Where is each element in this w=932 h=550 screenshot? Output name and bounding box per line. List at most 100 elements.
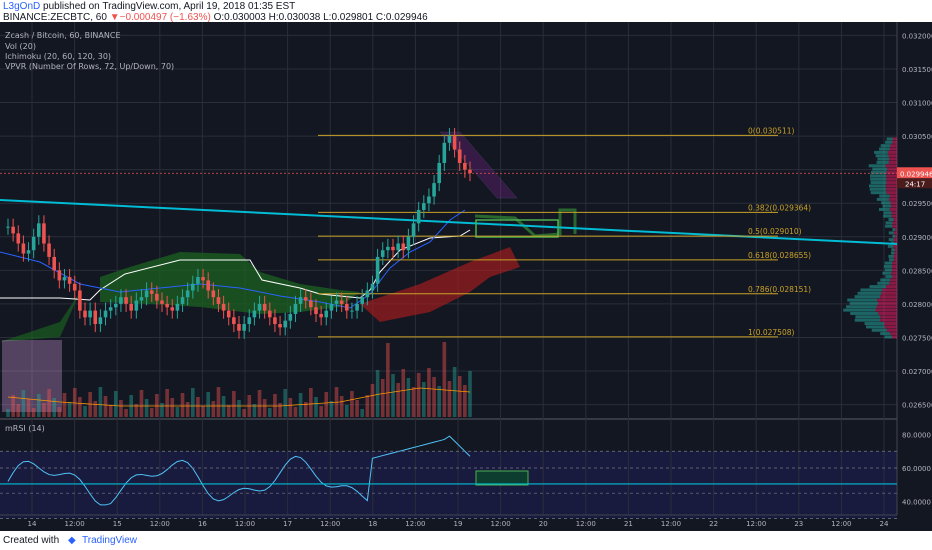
price-tick-label: 0.027500 — [902, 334, 932, 342]
volume-bar — [437, 386, 441, 417]
volume-bar — [16, 404, 20, 417]
volume-bar — [417, 373, 421, 417]
vpvr-bar-up — [877, 198, 889, 201]
rsi-tick-label: 40.0000 — [902, 499, 931, 507]
vpvr-bar-down — [891, 201, 897, 204]
volume-bar — [47, 389, 51, 417]
footer: Created with ◆ TradingView — [0, 531, 932, 550]
tradingview-logo-icon[interactable]: ◆ — [68, 535, 76, 546]
candle-body — [201, 277, 205, 280]
candle-body — [350, 311, 354, 312]
vpvr-bar-down — [885, 325, 897, 328]
candle-body — [453, 136, 457, 149]
volume-bar — [68, 402, 72, 417]
vpvr-bar-up — [850, 302, 878, 305]
vpvr-bar-down — [893, 137, 897, 140]
vpvr-bar-down — [888, 154, 897, 157]
volume-bar — [350, 391, 354, 417]
candle-body — [458, 150, 462, 163]
time-tick-label: 24 — [880, 520, 889, 528]
vpvr-bar-up — [874, 151, 888, 154]
candle-body — [191, 284, 195, 291]
volume-bar — [93, 401, 97, 417]
vpvr-bar-down — [892, 268, 897, 271]
volume-bar — [27, 399, 31, 417]
volume-bar — [289, 398, 293, 417]
publish-info: published on TradingView.com, April 19, … — [40, 1, 295, 12]
legend-ichimoku[interactable]: Ichimoku (20, 60, 120, 30) — [5, 52, 111, 61]
vpvr-bar-up — [885, 262, 892, 265]
vpvr-bar-down — [889, 282, 897, 285]
candle-body — [314, 307, 318, 314]
volume-bar — [432, 377, 436, 417]
volume-bar — [443, 342, 447, 417]
candle-body — [155, 294, 159, 301]
candle-body — [124, 297, 128, 304]
candle-body — [140, 297, 144, 300]
legend-vol[interactable]: Vol (20) — [5, 42, 36, 51]
price-tick-label: 0.030500 — [902, 133, 932, 141]
price-tick-label: 0.029000 — [902, 234, 932, 242]
legend-mrsi[interactable]: mRSI (14) — [5, 424, 45, 433]
candle-body — [181, 297, 185, 304]
candle-body — [376, 257, 380, 284]
candle-body — [27, 250, 31, 253]
legend-vpvr[interactable]: VPVR (Number Of Rows, 72, Up/Down, 70) — [5, 62, 174, 71]
vpvr-bar-up — [884, 265, 892, 268]
author-link[interactable]: L3gOnD — [3, 1, 40, 12]
volume-bar — [11, 395, 15, 417]
vpvr-bar-up — [881, 144, 891, 147]
vpvr-bar-up — [855, 319, 880, 322]
candle-body — [217, 297, 221, 304]
candle-body — [309, 301, 313, 308]
volume-bar — [140, 390, 144, 417]
vpvr-bar-up — [870, 285, 886, 288]
candle-body — [386, 247, 390, 250]
volume-bar — [212, 401, 216, 417]
candle-body — [63, 277, 67, 280]
candle-body — [176, 304, 180, 311]
vpvr-bar-down — [892, 275, 897, 278]
price-tick-label: 0.028500 — [902, 267, 932, 275]
volume-bar — [206, 392, 210, 417]
volume-bar — [124, 409, 128, 417]
fib-level-label: 0.5(0.029010) — [748, 227, 802, 236]
price-tick-label: 0.029500 — [902, 200, 932, 208]
vpvr-bar-down — [891, 205, 897, 208]
vpvr-bar-up — [885, 141, 892, 144]
candle-body — [432, 183, 436, 196]
volume-bar — [114, 391, 118, 417]
candle-body — [222, 304, 226, 311]
candle-body — [273, 317, 277, 324]
vpvr-bar-down — [892, 221, 897, 224]
vpvr-bar-up — [889, 238, 894, 241]
candle-body — [278, 324, 282, 327]
candle-body — [253, 311, 257, 318]
candle-body — [443, 143, 447, 163]
vpvr-bar-down — [890, 195, 897, 198]
candle-body — [448, 136, 452, 143]
vpvr-bar-down — [892, 335, 897, 338]
time-tick-label: 14 — [28, 520, 37, 528]
volume-bar — [191, 388, 195, 417]
vpvr-bar-down — [880, 295, 897, 298]
tradingview-brand[interactable]: TradingView — [82, 535, 137, 546]
volume-bar — [170, 398, 174, 417]
price-chart[interactable]: 14 12:00 15 12:00 16 12:00 17 12:00 18 12:00 19 12:… — [0, 22, 932, 531]
vpvr-bar-up — [877, 282, 889, 285]
candle-body — [83, 311, 87, 318]
volume-bar — [396, 383, 400, 417]
time-tick-label: 12:00 — [150, 520, 170, 528]
vpvr-bar-down — [895, 228, 897, 231]
legend-title[interactable]: Zcash / Bitcoin, 60, BINANCE — [5, 31, 121, 40]
vpvr-bar-down — [892, 141, 897, 144]
vpvr-bar-down — [895, 248, 897, 251]
volume-bar — [376, 370, 380, 417]
candle-body — [58, 270, 62, 280]
candle-body — [104, 311, 108, 318]
candle-body — [407, 237, 411, 250]
candle-body — [371, 284, 375, 291]
candle-body — [427, 197, 431, 204]
vpvr-bar-down — [880, 319, 897, 322]
vpvr-bar-up — [888, 245, 893, 248]
